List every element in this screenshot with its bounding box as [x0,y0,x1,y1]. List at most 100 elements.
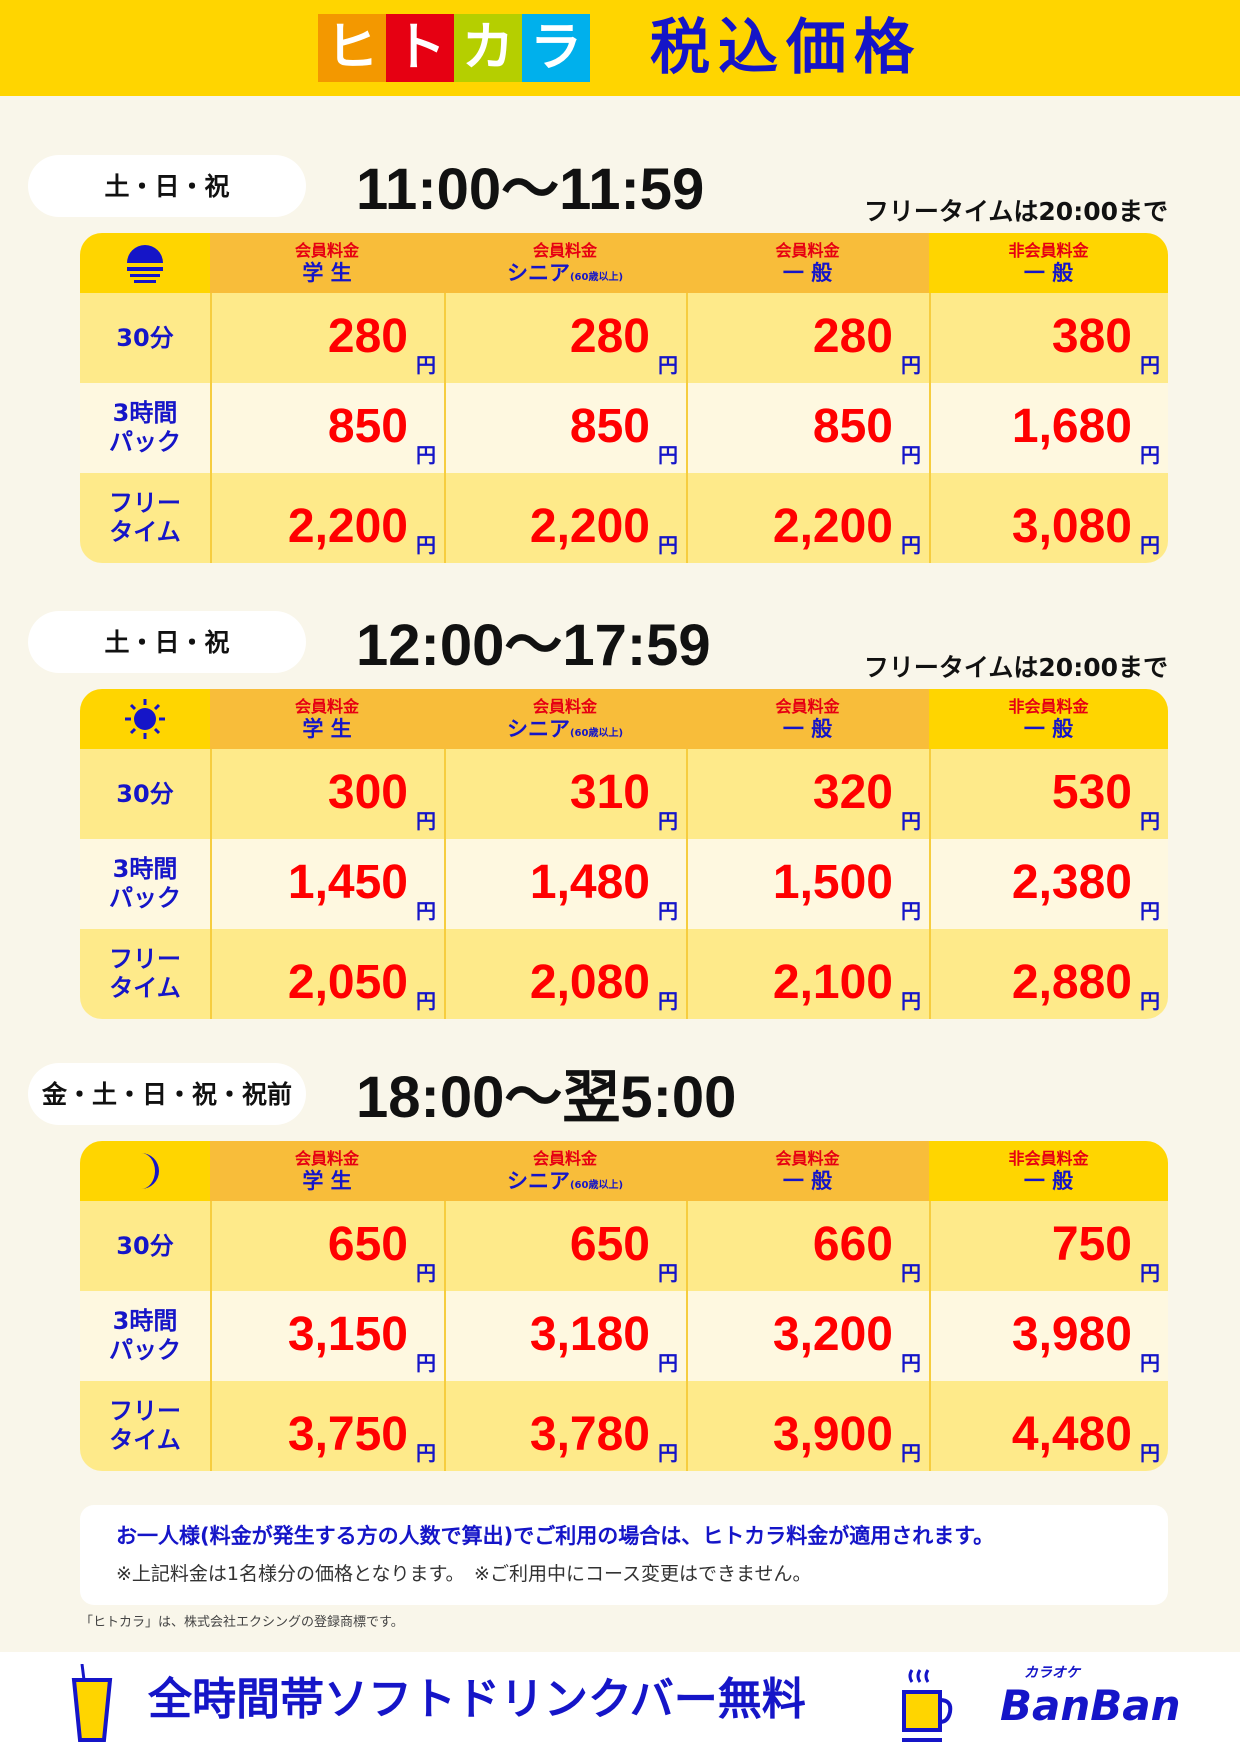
column-header: 非会員料金一 般 [929,1141,1168,1201]
yen-unit: 円 [1140,809,1160,833]
yen-unit: 円 [901,899,921,923]
yen-unit: 円 [901,353,921,377]
column-header: 会員料金 シニア(60歳以上) [444,689,686,749]
yen-unit: 円 [901,1441,921,1465]
price-value: 2,050 [287,956,408,1009]
day-label: 土・日・祝 [28,611,306,673]
sunrise-icon [80,233,210,293]
row-label: 30分 [80,749,210,839]
price-table: 会員料金学 生会員料金 シニア(60歳以上) 会員料金一 般非会員料金一 般 30分 2… [80,233,1168,563]
price-cell: 850 円 [444,383,686,473]
price-value: 2,880 [1011,956,1132,1009]
column-type: 非会員料金 [1008,1148,1089,1168]
price-cell: 2,200 円 [210,473,444,563]
price-cell: 310 円 [444,749,686,839]
price-cell: 2,200 円 [444,473,686,563]
price-value: 3,780 [529,1408,650,1461]
price-cell: 1,500 円 [686,839,929,929]
section-heading: 金・土・日・祝・祝前 18:00〜翌5:00 [28,1058,1168,1138]
price-value: 3,150 [287,1308,408,1361]
price-value: 1,480 [529,856,650,909]
column-header: 会員料金学 生 [210,689,444,749]
free-time-note: フリータイムは20:00まで [863,653,1168,682]
price-table: 会員料金学 生会員料金 シニア(60歳以上) 会員料金一 般非会員料金一 般 30分 6… [80,1141,1168,1471]
column-header: 会員料金 シニア(60歳以上) [444,1141,686,1201]
yen-unit: 円 [1140,1441,1160,1465]
column-header: 会員料金学 生 [210,233,444,293]
info-line-2: ※上記料金は1名様分の価格となります。 ※ご利用中にコース変更はできません。 [116,1563,812,1586]
free-time-note: フリータイムは20:00まで [863,197,1168,226]
price-value: 530 [1051,766,1132,819]
trademark-note: 「ヒトカラ」は、株式会社エクシングの登録商標です。 [80,1614,404,1630]
row-label: 30分 [80,1201,210,1291]
price-cell: 850 円 [210,383,444,473]
price-value: 2,200 [529,500,650,553]
column-type: 会員料金 [294,240,359,260]
drink-cup-icon [71,1664,113,1742]
row-label: 3時間 パック [80,1291,210,1381]
logo-char: ラ [522,14,590,82]
price-value: 750 [1051,1218,1132,1271]
column-category: 学 生 [302,260,352,285]
column-type: 会員料金 [775,696,840,716]
yen-unit: 円 [416,533,436,557]
price-cell: 1,450 円 [210,839,444,929]
price-cell: 1,680 円 [929,383,1168,473]
price-value: 2,080 [529,956,650,1009]
yen-unit: 円 [416,989,436,1013]
price-cell: 3,180 円 [444,1291,686,1381]
yen-unit: 円 [658,989,678,1013]
price-value: 310 [569,766,650,819]
row-label: フリー タイム [80,1381,210,1471]
info-line-1: お一人様(料金が発生する方の人数で算出)でご利用の場合は、ヒトカラ料金が適用され… [116,1524,995,1548]
brand-name: BanBan [1000,1681,1181,1731]
column-category: シニア [506,716,570,741]
column-category: シニア [506,1168,570,1193]
column-category: 一 般 [1023,1168,1074,1193]
bottom-notes: お一人様(料金が発生する方の人数で算出)でご利用の場合は、ヒトカラ料金が適用され… [80,1505,1168,1631]
section-heading: 土・日・祝 12:00〜17:59 フリータイムは20:00まで [28,606,1168,686]
price-cell: 530 円 [929,749,1168,839]
price-value: 2,380 [1011,856,1132,909]
row-label: フリー タイム [80,473,210,563]
price-cell: 3,080 円 [929,473,1168,563]
yen-unit: 円 [658,1261,678,1285]
column-header: 会員料金学 生 [210,1141,444,1201]
price-value: 2,100 [772,956,893,1009]
column-header: 会員料金 シニア(60歳以上) [444,233,686,293]
column-sub: (60歳以上) [569,1179,624,1191]
yen-unit: 円 [1140,899,1160,923]
yen-unit: 円 [416,1441,436,1465]
price-value: 1,450 [287,856,408,909]
price-value: 850 [812,400,893,453]
price-cell: 380 円 [929,293,1168,383]
day-label: 土・日・祝 [28,155,306,217]
column-type: 会員料金 [532,696,597,716]
column-category: 一 般 [1023,260,1074,285]
yen-unit: 円 [658,1441,678,1465]
price-cell: 1,480 円 [444,839,686,929]
column-category: 一 般 [782,260,833,285]
column-type: 会員料金 [532,1148,597,1168]
price-value: 850 [327,400,408,453]
logo-char: ト [386,14,454,82]
time-range: 12:00〜17:59 [356,613,711,678]
row-label: フリー タイム [80,929,210,1019]
column-sub: (60歳以上) [569,271,624,283]
price-cell: 2,050 円 [210,929,444,1019]
row-label: 3時間 パック [80,383,210,473]
yen-unit: 円 [901,1351,921,1375]
time-range: 18:00〜翌5:00 [356,1065,737,1130]
price-cell: 3,150 円 [210,1291,444,1381]
price-value: 650 [569,1218,650,1271]
hitokara-logo: ヒ ト カ ラ [318,14,590,82]
moon-icon [80,1141,210,1201]
column-type: 会員料金 [775,240,840,260]
price-cell: 280 円 [210,293,444,383]
logo-char: ヒ [318,14,386,82]
day-label: 金・土・日・祝・祝前 [28,1063,306,1125]
price-cell: 3,780 円 [444,1381,686,1471]
header: ヒ ト カ ラ 税込価格 [0,0,1240,96]
price-cell: 3,750 円 [210,1381,444,1471]
yen-unit: 円 [658,1351,678,1375]
